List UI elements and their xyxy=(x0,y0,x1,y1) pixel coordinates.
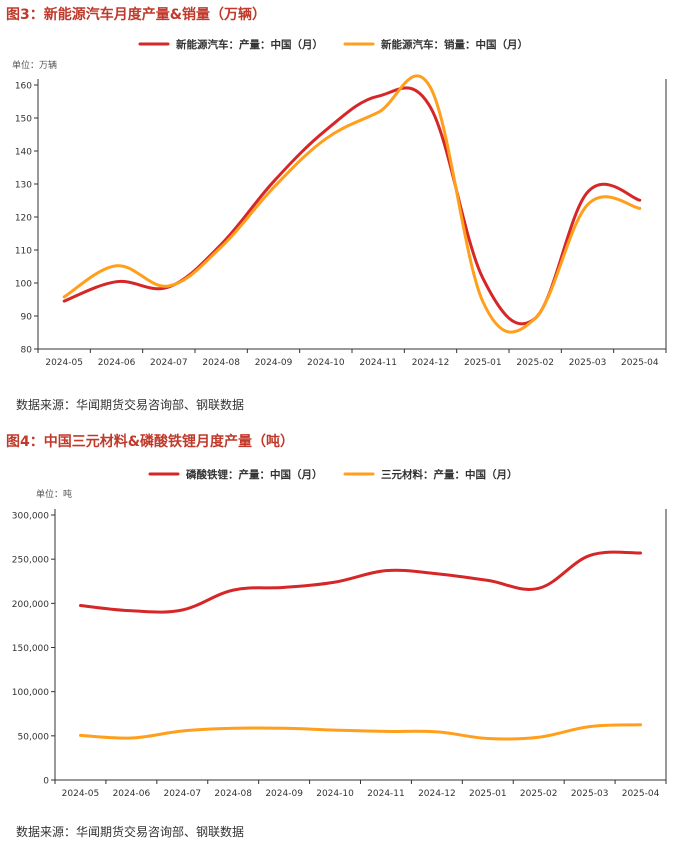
x-tick-label: 2024-07 xyxy=(163,789,201,799)
y-tick-label: 110 xyxy=(15,247,32,257)
x-tick-label: 2025-03 xyxy=(569,358,607,368)
x-tick-label: 2024-08 xyxy=(214,789,252,799)
y-tick-label: 50,000 xyxy=(18,732,50,742)
series-line-2 xyxy=(79,723,642,741)
x-tick-label: 2025-03 xyxy=(571,789,609,799)
x-tick-label: 2024-09 xyxy=(265,789,303,799)
x-tick-label: 2025-04 xyxy=(621,358,659,368)
x-tick-label: 2024-10 xyxy=(307,358,345,368)
legend-label: 磷酸铁锂：产量：中国（月） xyxy=(186,468,323,481)
x-tick-label: 2025-01 xyxy=(469,789,507,799)
figure4-source: 数据来源：华闻期货交易咨询部、钢联数据 xyxy=(16,825,245,839)
chart-battery-materials: 磷酸铁锂：产量：中国（月） 三元材料：产量：中国（月） 单位：吨 0 50,000 100… xyxy=(12,468,667,799)
x-tick-label: 2024-11 xyxy=(359,358,397,368)
y-tick-label: 160 xyxy=(15,82,32,92)
y-tick-label: 90 xyxy=(21,313,33,323)
y-tick-label: 200,000 xyxy=(12,600,49,610)
figure3-source: 数据来源：华闻期货交易咨询部、钢联数据 xyxy=(16,398,245,412)
y-tick-label: 120 xyxy=(15,214,32,224)
x-tick-label: 2024-11 xyxy=(367,789,405,799)
x-tick-label: 2025-02 xyxy=(516,358,554,368)
x-tick-label: 2024-05 xyxy=(62,789,100,799)
x-tick-label: 2024-08 xyxy=(202,358,240,368)
x-tick-label: 2024-06 xyxy=(98,358,136,368)
x-tick-label: 2025-02 xyxy=(520,789,558,799)
y-tick-label: 140 xyxy=(15,148,32,158)
chart-nev: 新能源汽车：产量：中国（月） 新能源汽车：销量：中国（月） 单位：万辆 80 90 100… xyxy=(12,38,667,368)
y-tick-label: 100 xyxy=(15,280,32,290)
y-tick-label: 150,000 xyxy=(12,644,49,654)
y-tick-label: 250,000 xyxy=(12,556,49,566)
series-line-2 xyxy=(62,74,642,334)
x-tick-label: 2025-01 xyxy=(464,358,502,368)
y-tick-label: 0 xyxy=(43,777,49,787)
legend-label: 新能源汽车：销量：中国（月） xyxy=(381,38,528,51)
x-tick-label: 2025-04 xyxy=(622,789,660,799)
unit-label: 单位：吨 xyxy=(36,488,72,500)
x-tick-label: 2024-05 xyxy=(45,358,83,368)
series-line-1 xyxy=(79,550,642,614)
y-tick-label: 300,000 xyxy=(12,512,49,522)
x-tick-label: 2024-10 xyxy=(316,789,354,799)
y-tick-label: 130 xyxy=(15,181,32,191)
unit-label: 单位：万辆 xyxy=(12,59,57,71)
y-tick-label: 80 xyxy=(21,346,33,356)
legend-label: 新能源汽车：产量：中国（月） xyxy=(176,38,323,51)
legend-label: 三元材料：产量：中国（月） xyxy=(381,468,518,481)
figure3-title: 图3：新能源汽车月度产量&销量（万辆） xyxy=(6,7,266,23)
y-tick-label: 150 xyxy=(15,115,32,125)
x-tick-label: 2024-07 xyxy=(150,358,188,368)
y-tick-label: 100,000 xyxy=(12,688,49,698)
x-tick-label: 2024-09 xyxy=(255,358,293,368)
figure4-title: 图4：中国三元材料&磷酸铁锂月度产量（吨） xyxy=(6,434,294,450)
x-tick-label: 2024-12 xyxy=(412,358,450,368)
x-tick-label: 2024-12 xyxy=(418,789,456,799)
x-tick-label: 2024-06 xyxy=(113,789,151,799)
